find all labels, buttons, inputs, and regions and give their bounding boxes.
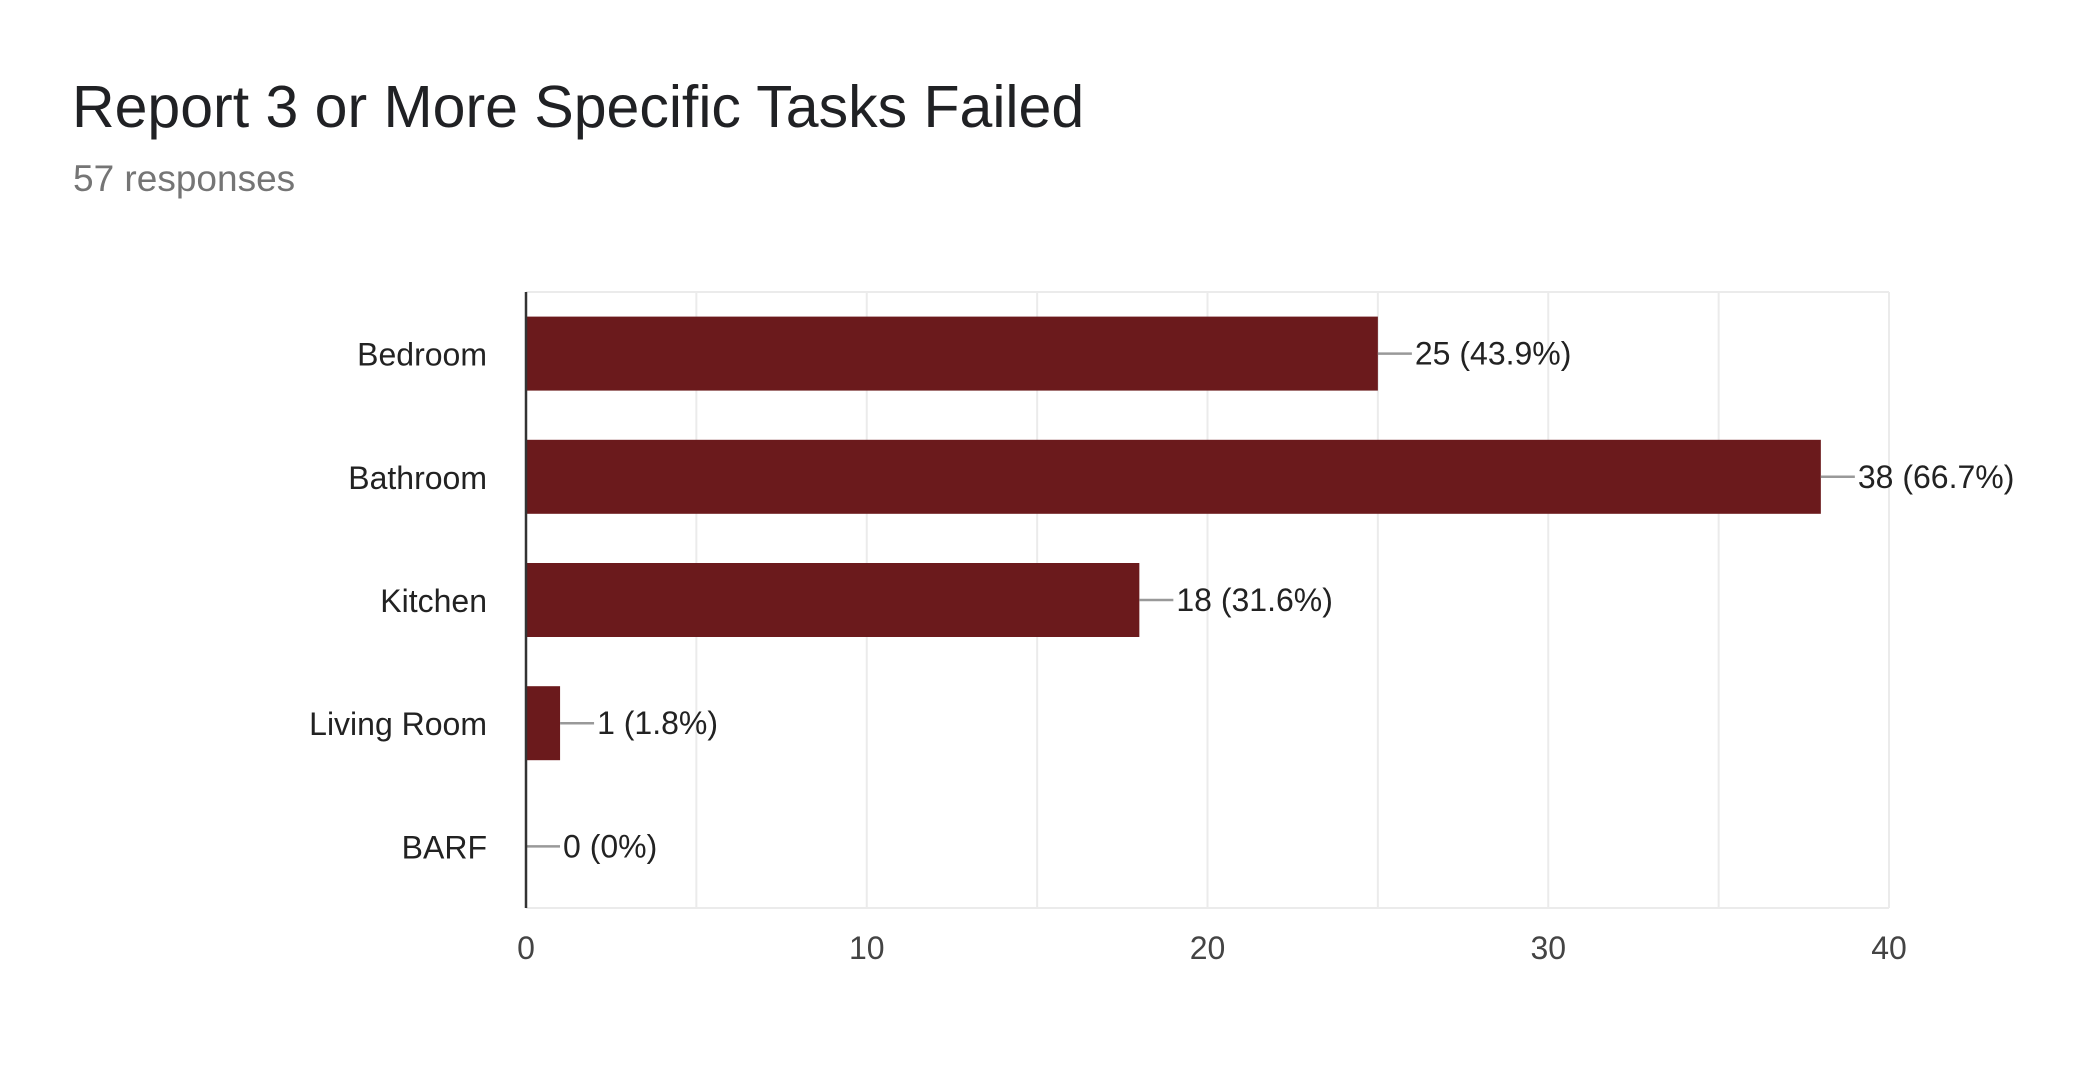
x-tick-label: 30 xyxy=(1530,930,1566,966)
x-tick-label: 20 xyxy=(1190,930,1226,966)
data-label: 18 (31.6%) xyxy=(1176,582,1333,618)
data-label: 38 (66.7%) xyxy=(1858,459,2015,495)
category-label: Bathroom xyxy=(348,460,487,496)
category-label: BARF xyxy=(402,829,487,865)
response-count: 57 responses xyxy=(73,158,296,199)
category-label: Kitchen xyxy=(380,583,487,619)
x-tick-label: 10 xyxy=(849,930,885,966)
data-label: 1 (1.8%) xyxy=(597,705,718,741)
data-label: 25 (43.9%) xyxy=(1415,336,1572,372)
bar xyxy=(526,686,561,761)
bar xyxy=(526,316,1378,391)
chart-title: Report 3 or More Specific Tasks Failed xyxy=(72,74,1085,140)
category-label: Bedroom xyxy=(357,337,487,373)
data-label: 0 (0%) xyxy=(563,828,657,864)
category-label: Living Room xyxy=(309,706,487,742)
bar xyxy=(526,563,1140,637)
x-tick-label: 0 xyxy=(517,930,535,966)
bar xyxy=(526,439,1821,514)
x-tick-label: 40 xyxy=(1871,930,1907,966)
